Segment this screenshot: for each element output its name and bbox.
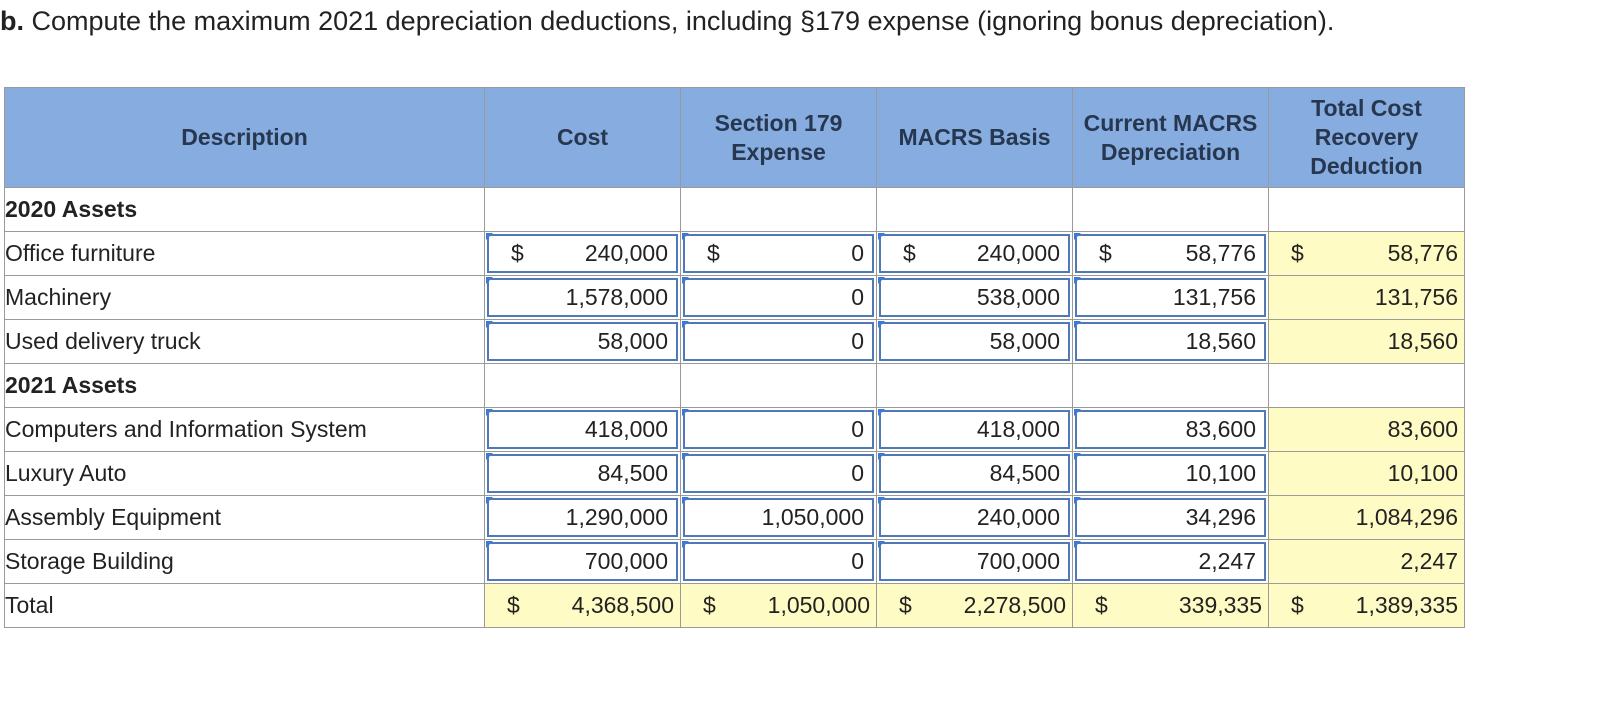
current-macrs-input[interactable]: 10,100: [1072, 451, 1269, 496]
total-recovery-value: 2,247: [1268, 539, 1465, 584]
section-row-2021: 2021 Assets: [4, 363, 1465, 408]
section-label: 2020 Assets: [4, 187, 485, 232]
total-macrs-basis-value: $2,278,500: [876, 583, 1073, 628]
question-body: Compute the maximum 2021 depreciation de…: [24, 6, 1335, 36]
row-description: Office furniture: [4, 231, 485, 276]
cost-input[interactable]: 58,000: [484, 319, 681, 364]
header-cost: Cost: [484, 87, 681, 188]
total-recovery-value: $58,776: [1268, 231, 1465, 276]
currency-symbol: $: [511, 240, 524, 266]
macrs-basis-input[interactable]: $240,000: [876, 231, 1073, 276]
total-recovery-value: 1,084,296: [1268, 495, 1465, 540]
row-description: Assembly Equipment: [4, 495, 485, 540]
header-description: Description: [4, 87, 485, 188]
currency-symbol: $: [703, 592, 716, 618]
macrs-basis-input[interactable]: 58,000: [876, 319, 1073, 364]
section179-input[interactable]: 0: [680, 319, 877, 364]
table-row: Machinery 1,578,000 0 538,000 131,756 13…: [4, 275, 1465, 320]
header-total-recovery: Total Cost Recovery Deduction: [1268, 87, 1465, 188]
macrs-basis-input[interactable]: 538,000: [876, 275, 1073, 320]
row-description: Machinery: [4, 275, 485, 320]
row-description: Storage Building: [4, 539, 485, 584]
currency-symbol: $: [1291, 240, 1304, 266]
current-macrs-input[interactable]: $58,776: [1072, 231, 1269, 276]
section-label: 2021 Assets: [4, 363, 485, 408]
table-row: Storage Building 700,000 0 700,000 2,247…: [4, 539, 1465, 584]
cost-input[interactable]: 700,000: [484, 539, 681, 584]
table-row: Luxury Auto 84,500 0 84,500 10,100 10,10…: [4, 451, 1465, 496]
row-description: Used delivery truck: [4, 319, 485, 364]
section179-input[interactable]: 0: [680, 275, 877, 320]
row-description: Luxury Auto: [4, 451, 485, 496]
section179-input[interactable]: 1,050,000: [680, 495, 877, 540]
grand-total-recovery-value: $1,389,335: [1268, 583, 1465, 628]
section179-input[interactable]: $0: [680, 231, 877, 276]
total-label: Total: [4, 583, 485, 628]
question-text: b. Compute the maximum 2021 depreciation…: [0, 4, 1334, 38]
table-row: Office furniture $240,000 $0 $240,000 $5…: [4, 231, 1465, 276]
current-macrs-input[interactable]: 131,756: [1072, 275, 1269, 320]
macrs-basis-input[interactable]: 700,000: [876, 539, 1073, 584]
currency-symbol: $: [507, 592, 520, 618]
currency-symbol: $: [903, 240, 916, 266]
currency-symbol: $: [1095, 592, 1108, 618]
total-recovery-value: 83,600: [1268, 407, 1465, 452]
header-row: Description Cost Section 179 Expense MAC…: [4, 87, 1465, 188]
current-macrs-input[interactable]: 83,600: [1072, 407, 1269, 452]
currency-symbol: $: [899, 592, 912, 618]
currency-symbol: $: [707, 240, 720, 266]
header-current-macrs: Current MACRS Depreciation: [1072, 87, 1269, 188]
header-macrs-basis: MACRS Basis: [876, 87, 1073, 188]
total-current-macrs-value: $339,335: [1072, 583, 1269, 628]
cost-input[interactable]: 84,500: [484, 451, 681, 496]
table-row: Computers and Information System 418,000…: [4, 407, 1465, 452]
current-macrs-input[interactable]: 2,247: [1072, 539, 1269, 584]
macrs-basis-input[interactable]: 418,000: [876, 407, 1073, 452]
total-section179-value: $1,050,000: [680, 583, 877, 628]
cost-input[interactable]: 1,290,000: [484, 495, 681, 540]
row-description: Computers and Information System: [4, 407, 485, 452]
macrs-basis-input[interactable]: 240,000: [876, 495, 1073, 540]
currency-symbol: $: [1291, 592, 1304, 618]
section179-input[interactable]: 0: [680, 451, 877, 496]
table-row: Assembly Equipment 1,290,000 1,050,000 2…: [4, 495, 1465, 540]
section179-input[interactable]: 0: [680, 407, 877, 452]
section179-input[interactable]: 0: [680, 539, 877, 584]
cost-input[interactable]: 418,000: [484, 407, 681, 452]
header-section179: Section 179 Expense: [680, 87, 877, 188]
cost-input[interactable]: $240,000: [484, 231, 681, 276]
question-label: b.: [0, 6, 24, 36]
currency-symbol: $: [1099, 240, 1112, 266]
table-row: Used delivery truck 58,000 0 58,000 18,5…: [4, 319, 1465, 364]
macrs-basis-input[interactable]: 84,500: [876, 451, 1073, 496]
current-macrs-input[interactable]: 18,560: [1072, 319, 1269, 364]
current-macrs-input[interactable]: 34,296: [1072, 495, 1269, 540]
depreciation-table: Description Cost Section 179 Expense MAC…: [4, 87, 1465, 628]
total-recovery-value: 131,756: [1268, 275, 1465, 320]
total-recovery-value: 10,100: [1268, 451, 1465, 496]
total-row: Total $4,368,500 $1,050,000 $2,278,500 $…: [4, 583, 1465, 628]
total-cost-value: $4,368,500: [484, 583, 681, 628]
section-row-2020: 2020 Assets: [4, 187, 1465, 232]
total-recovery-value: 18,560: [1268, 319, 1465, 364]
cost-input[interactable]: 1,578,000: [484, 275, 681, 320]
